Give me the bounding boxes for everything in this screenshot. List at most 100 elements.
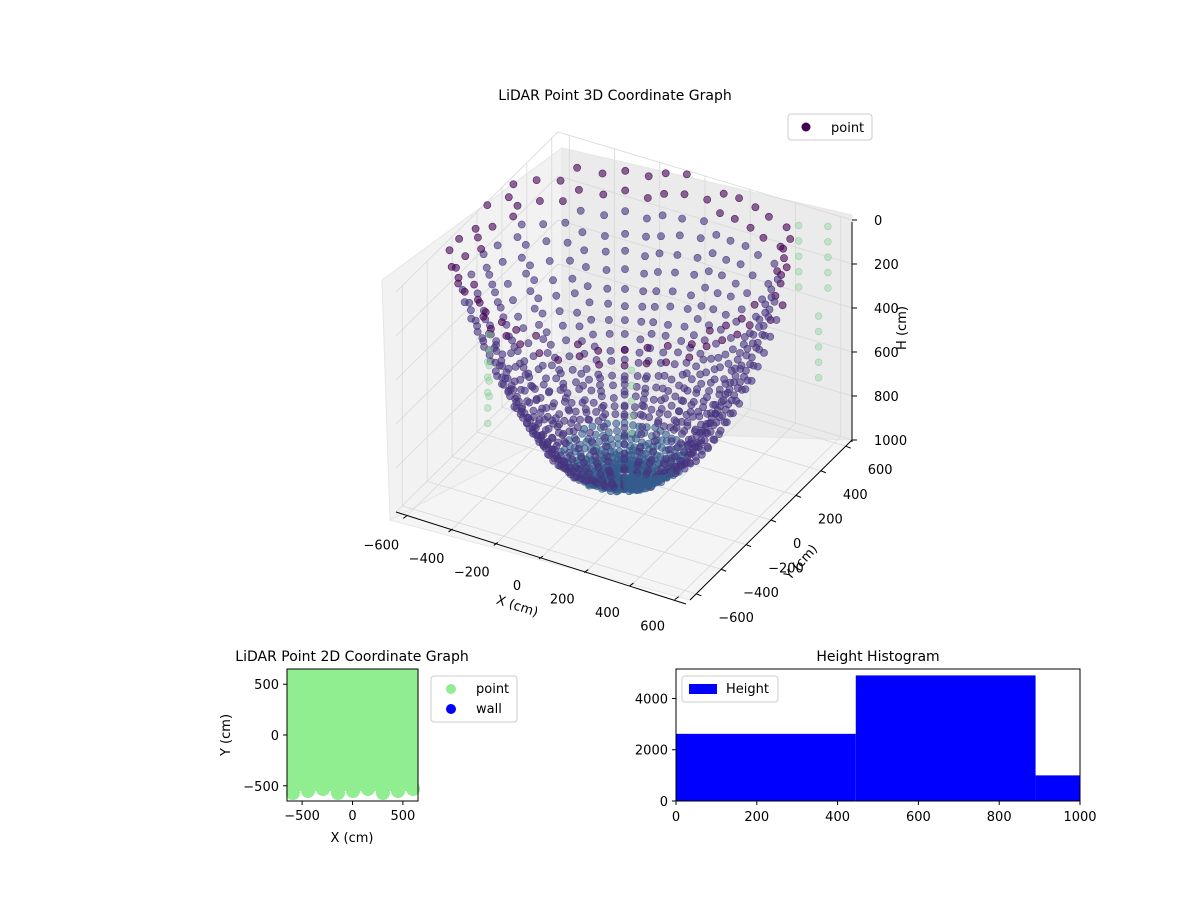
- point-marker: [519, 324, 528, 332]
- legend-2d: point wall: [430, 675, 518, 723]
- x-tick-label: 1000: [1063, 810, 1096, 825]
- point-marker: [724, 359, 733, 368]
- point-marker: [546, 340, 555, 349]
- x-tick: [448, 528, 453, 533]
- point-marker: [530, 304, 539, 313]
- point-marker: [599, 190, 608, 199]
- point-marker: [654, 268, 662, 276]
- y-tick-label: −200: [768, 562, 804, 577]
- point-marker: [391, 784, 405, 798]
- point-marker: [761, 308, 770, 317]
- point-marker: [406, 782, 420, 796]
- point-marker: [376, 786, 390, 800]
- legend-label-height: Height: [726, 682, 769, 697]
- point-marker: [722, 255, 731, 264]
- point-marker: [699, 355, 708, 364]
- grid-line-z: [395, 351, 853, 513]
- point-marker: [582, 408, 591, 417]
- point-marker: [493, 298, 502, 307]
- x-tick-label: 400: [595, 606, 620, 621]
- point-marker: [488, 280, 497, 289]
- point-marker: [751, 203, 760, 212]
- point-marker: [535, 320, 543, 329]
- point-marker: [559, 383, 568, 392]
- point-marker: [512, 325, 521, 334]
- point-marker: [460, 287, 469, 296]
- point-marker: [661, 169, 670, 178]
- point-marker: [638, 423, 647, 431]
- point-marker: [509, 296, 517, 305]
- point-marker: [612, 419, 621, 428]
- point-marker: [534, 419, 543, 428]
- point-marker: [639, 412, 647, 420]
- point-marker: [479, 337, 488, 345]
- grid-line-z: [395, 175, 853, 337]
- point-marker: [752, 312, 760, 321]
- histogram-bar: [855, 675, 1036, 801]
- point-marker: [794, 283, 803, 291]
- point-marker: [544, 424, 553, 433]
- point-marker: [657, 232, 665, 241]
- point-marker: [731, 279, 740, 288]
- x-tick-label: 0: [348, 809, 356, 824]
- point-marker: [491, 367, 500, 376]
- point-marker: [620, 449, 629, 458]
- x-tick-label: 0: [513, 579, 521, 594]
- point-marker: [709, 305, 718, 314]
- point-marker: [538, 309, 547, 318]
- legend-label-wall: wall: [476, 702, 502, 717]
- point-marker: [507, 381, 516, 390]
- z-tick-label: 600: [874, 346, 899, 361]
- point-marker: [532, 396, 541, 405]
- point-marker: [286, 786, 300, 800]
- point-marker: [597, 387, 605, 396]
- point-marker: [665, 445, 673, 454]
- point-marker: [564, 463, 573, 472]
- point-marker: [507, 349, 515, 357]
- point-marker: [668, 287, 677, 296]
- point-marker: [608, 371, 616, 380]
- point-marker: [727, 396, 736, 405]
- point-marker: [445, 246, 454, 255]
- x-tick-label: 0: [672, 810, 680, 825]
- point-marker: [467, 314, 476, 323]
- point-marker: [573, 163, 581, 172]
- point-marker: [722, 418, 731, 427]
- x-axis-label: X (cm): [494, 593, 540, 621]
- point-marker: [642, 232, 650, 241]
- point-marker: [718, 271, 726, 280]
- x-tick-label: −200: [454, 565, 490, 580]
- point-marker: [605, 329, 614, 338]
- point-marker: [605, 316, 613, 324]
- point-marker: [601, 247, 610, 256]
- point-marker: [680, 384, 689, 393]
- point-marker: [484, 419, 492, 428]
- point-marker: [621, 316, 629, 324]
- point-marker: [517, 220, 526, 229]
- point-marker: [485, 331, 493, 339]
- point-marker: [675, 407, 683, 416]
- chart-histogram: Height Histogram 0 200 400 600 800 1000 0 2000 4…: [635, 649, 1097, 825]
- point-marker: [331, 786, 345, 800]
- point-marker: [670, 452, 679, 461]
- point-marker: [585, 298, 594, 307]
- point-marker: [492, 341, 500, 349]
- point-marker: [716, 209, 724, 217]
- point-marker: [613, 434, 622, 442]
- point-marker: [577, 369, 586, 378]
- histogram-bar: [1035, 775, 1080, 801]
- point-marker: [556, 451, 565, 460]
- point-marker: [584, 415, 593, 424]
- point-marker: [703, 195, 712, 204]
- histogram-bar: [676, 733, 856, 801]
- point-marker: [770, 259, 779, 268]
- point-marker: [580, 396, 589, 404]
- y-tick-label: 0: [271, 729, 279, 744]
- point-marker: [530, 413, 538, 421]
- legend-marker-point: [801, 122, 811, 132]
- point-marker: [794, 237, 803, 245]
- point-marker: [491, 288, 499, 297]
- point-marker: [528, 423, 537, 431]
- point-marker: [721, 310, 730, 319]
- point-marker: [727, 334, 735, 342]
